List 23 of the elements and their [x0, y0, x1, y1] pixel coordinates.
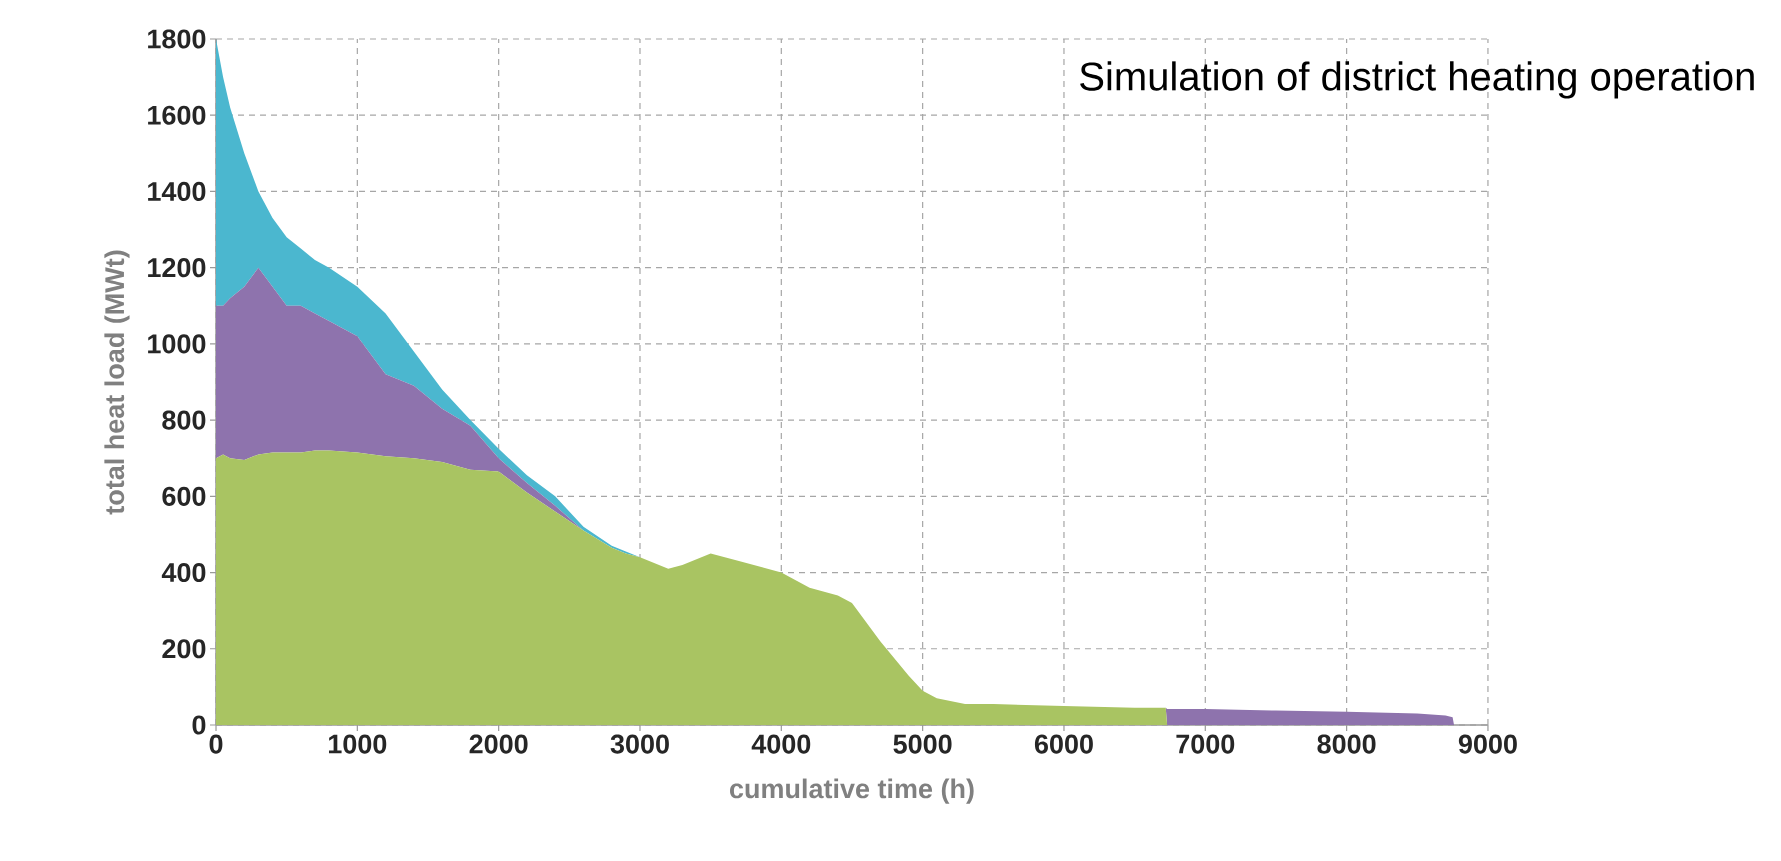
x-tick-label: 7000 — [1176, 734, 1235, 754]
y-tick-label: 1200 — [148, 258, 206, 278]
x-tick-label: 4000 — [751, 734, 811, 754]
y-tick-label: 1600 — [148, 105, 206, 125]
y-tick-label: 600 — [162, 486, 206, 506]
x-tick-label: 5000 — [893, 734, 952, 754]
y-tick-label: 1800 — [148, 29, 206, 49]
y-tick-label: 1000 — [148, 334, 206, 354]
y-tick-label: 200 — [162, 639, 206, 659]
x-tick-label: 2000 — [469, 734, 528, 754]
x-tick-label: 9000 — [1458, 734, 1517, 754]
x-tick-label: 6000 — [1034, 734, 1093, 754]
x-axis-title: cumulative time (h) — [730, 778, 974, 804]
y-tick-label: 800 — [162, 410, 206, 430]
y-tick-label: 0 — [192, 715, 206, 735]
y-tick-label: 1400 — [148, 181, 206, 201]
y-axis-title: total heat load (MWt) — [104, 250, 130, 515]
x-tick-label: 3000 — [610, 734, 669, 754]
text: Simulation of district heating operation — [1080, 61, 1754, 99]
x-tick-label: 8000 — [1317, 734, 1376, 754]
x-tick-label: 1000 — [329, 734, 387, 754]
y-tick-label: 400 — [161, 562, 206, 583]
x-tick-label: 0 — [209, 734, 223, 754]
